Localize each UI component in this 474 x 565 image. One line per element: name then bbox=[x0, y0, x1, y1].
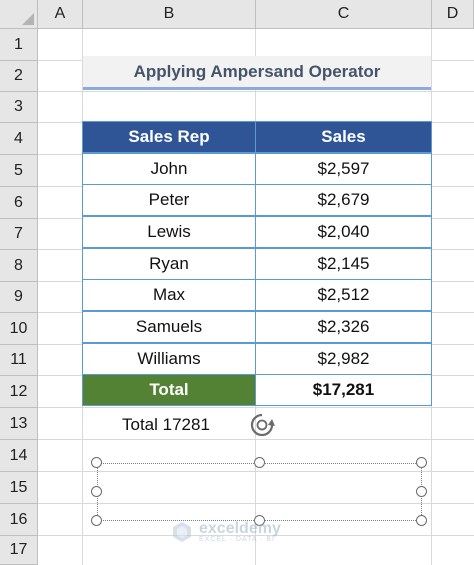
row-header-13[interactable]: 13 bbox=[0, 408, 38, 440]
resize-handle-top[interactable] bbox=[254, 457, 265, 468]
gridline bbox=[38, 407, 474, 408]
exceldemy-logo-icon bbox=[170, 520, 194, 544]
row-header-16[interactable]: 16 bbox=[0, 504, 38, 536]
text-box-frame[interactable] bbox=[97, 463, 422, 521]
watermark-name: exceldemy bbox=[199, 522, 281, 536]
table-total-label[interactable]: Total bbox=[82, 374, 256, 406]
table-cell-sales[interactable]: $2,040 bbox=[255, 216, 432, 248]
table-header-sales-rep[interactable]: Sales Rep bbox=[82, 121, 256, 153]
watermark-text: exceldemy EXCEL · DATA · BI bbox=[199, 522, 281, 543]
row-header-10[interactable]: 10 bbox=[0, 313, 38, 345]
column-header-a[interactable]: A bbox=[38, 0, 83, 29]
row-header-2[interactable]: 2 bbox=[0, 61, 38, 92]
select-all-corner[interactable] bbox=[0, 0, 38, 29]
table-cell-rep[interactable]: Ryan bbox=[82, 248, 256, 280]
table-cell-rep[interactable]: Peter bbox=[82, 184, 256, 216]
row-header-12[interactable]: 12 bbox=[0, 376, 38, 408]
title-underline bbox=[83, 87, 431, 90]
row-header-11[interactable]: 11 bbox=[0, 345, 38, 376]
table-cell-sales[interactable]: $2,679 bbox=[255, 184, 432, 216]
table-total-value[interactable]: $17,281 bbox=[255, 374, 432, 406]
row-header-9[interactable]: 9 bbox=[0, 282, 38, 313]
watermark: exceldemy EXCEL · DATA · BI bbox=[170, 520, 281, 544]
resize-handle-top-right[interactable] bbox=[416, 457, 427, 468]
row-header-8[interactable]: 8 bbox=[0, 250, 38, 282]
resize-handle-right[interactable] bbox=[416, 486, 427, 497]
table-cell-rep[interactable]: Lewis bbox=[82, 216, 256, 248]
select-all-icon bbox=[22, 13, 34, 25]
table-cell-sales[interactable]: $2,512 bbox=[255, 279, 432, 311]
row-header-7[interactable]: 7 bbox=[0, 219, 38, 250]
row-header-4[interactable]: 4 bbox=[0, 123, 38, 155]
table-cell-rep[interactable]: Max bbox=[82, 279, 256, 311]
rotate-handle-icon[interactable] bbox=[246, 409, 278, 441]
row-header-6[interactable]: 6 bbox=[0, 187, 38, 219]
table-cell-sales[interactable]: $2,597 bbox=[255, 153, 432, 185]
table-cell-rep[interactable]: John bbox=[82, 153, 256, 185]
ampersand-result-text[interactable]: Total 17281 bbox=[122, 411, 210, 439]
column-header-c[interactable]: C bbox=[256, 0, 432, 29]
row-header-1[interactable]: 1 bbox=[0, 29, 38, 61]
resize-handle-top-left[interactable] bbox=[91, 457, 102, 468]
table-cell-sales[interactable]: $2,982 bbox=[255, 343, 432, 375]
row-header-15[interactable]: 15 bbox=[0, 472, 38, 504]
row-header-17[interactable]: 17 bbox=[0, 536, 38, 565]
resize-handle-left[interactable] bbox=[91, 486, 102, 497]
table-header-sales[interactable]: Sales bbox=[255, 121, 432, 153]
resize-handle-bottom-left[interactable] bbox=[91, 515, 102, 526]
row-header-3[interactable]: 3 bbox=[0, 92, 38, 123]
sheet-title[interactable]: Applying Ampersand Operator bbox=[83, 56, 431, 88]
table-cell-rep[interactable]: Samuels bbox=[82, 311, 256, 343]
column-header-b[interactable]: B bbox=[83, 0, 256, 29]
row-header-14[interactable]: 14 bbox=[0, 440, 38, 472]
resize-handle-bottom-right[interactable] bbox=[416, 515, 427, 526]
gridline bbox=[38, 91, 474, 92]
table-cell-sales[interactable]: $2,145 bbox=[255, 248, 432, 280]
column-header-d[interactable]: D bbox=[432, 0, 474, 29]
table-cell-sales[interactable]: $2,326 bbox=[255, 311, 432, 343]
row-header-5[interactable]: 5 bbox=[0, 155, 38, 187]
table-cell-rep[interactable]: Williams bbox=[82, 343, 256, 375]
watermark-tagline: EXCEL · DATA · BI bbox=[199, 536, 281, 543]
